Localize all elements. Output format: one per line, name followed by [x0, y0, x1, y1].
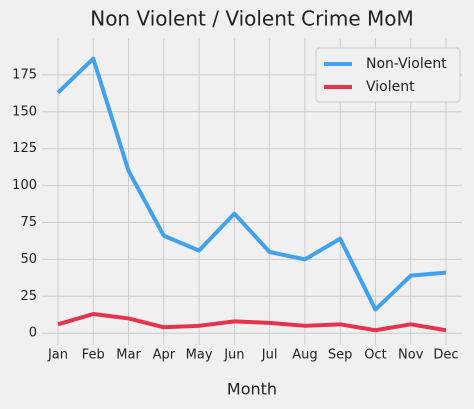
x-tick-label: Sep	[328, 348, 353, 363]
x-tick-label: Aug	[292, 348, 317, 363]
x-tick-label: Jul	[261, 348, 278, 363]
x-tick-label: Feb	[82, 348, 105, 363]
x-axis-label: Month	[227, 380, 277, 399]
y-tick-label: 150	[12, 104, 37, 119]
x-tick-label: Nov	[398, 348, 424, 363]
x-tick-label: Jun	[223, 348, 244, 363]
x-tick-label: Dec	[433, 348, 458, 363]
x-tick-label: Apr	[153, 348, 176, 363]
y-tick-label: 25	[20, 289, 37, 304]
x-tick-label: Oct	[364, 348, 386, 363]
y-tick-label: 175	[12, 67, 37, 82]
x-tick-label: Mar	[116, 348, 141, 363]
y-tick-label: 125	[12, 141, 37, 156]
y-tick-label: 75	[20, 215, 37, 230]
series-line	[57, 312, 447, 333]
x-tick-label: May	[186, 348, 213, 363]
y-tick-label: 100	[12, 178, 37, 193]
series-line	[56, 56, 447, 312]
y-tick-label: 0	[29, 326, 37, 341]
legend-label: Non-Violent	[366, 56, 447, 72]
legend-label: Violent	[366, 79, 415, 95]
chart-title: Non Violent / Violent Crime MoM	[90, 7, 414, 31]
x-tick-label: Jan	[47, 348, 68, 363]
y-tick-label: 50	[20, 252, 37, 267]
